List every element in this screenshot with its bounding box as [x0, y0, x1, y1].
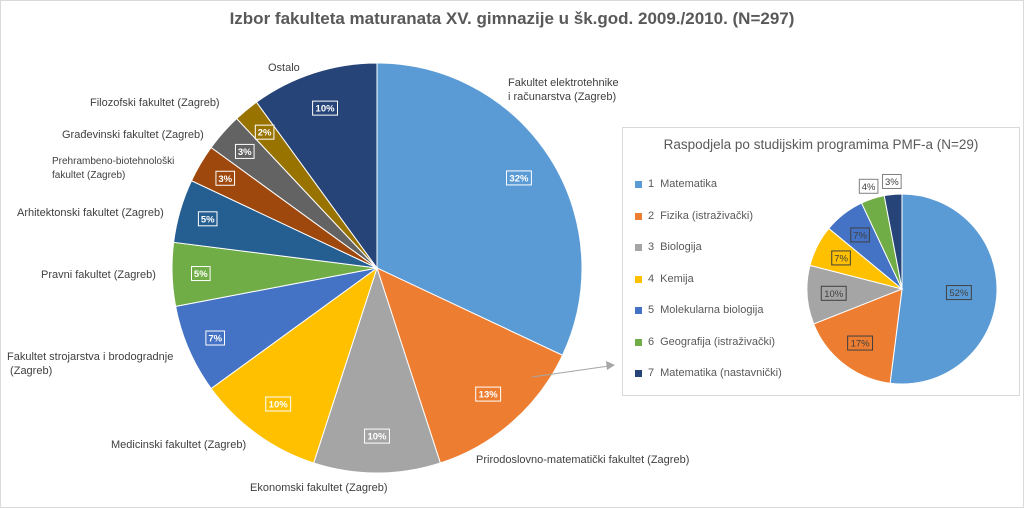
inset-slice-value-label: 52%	[949, 288, 969, 299]
legend-swatch	[635, 181, 642, 188]
main-pie-slice	[376, 62, 583, 356]
inset-chart-panel: Raspodjela po studijskim programima PMF-…	[622, 127, 1020, 396]
main-slice-value-label-box	[312, 100, 339, 116]
main-slice-value-label-box	[475, 386, 502, 402]
main-slice-value-label: 3%	[218, 174, 232, 185]
inset-pie-chart: 52% 17% 10% 7% 7% 4% 3%	[806, 173, 998, 385]
main-slice-value-label-box	[197, 211, 218, 227]
main-slice-value-label: 2%	[258, 128, 272, 139]
main-slice-category-label: Prehrambeno-biotehnološki fakultet (Zagre…	[52, 156, 174, 181]
legend-item: 4 Kemija	[635, 273, 782, 305]
main-slice-category-label: Ekonomski fakultet (Zagreb)	[250, 482, 388, 494]
legend-item: 2 Fizika (istraživački)	[635, 210, 782, 242]
inset-slice-value-label-box	[820, 285, 847, 301]
main-slice-value-label-box	[265, 396, 292, 412]
legend-index: 5	[648, 304, 655, 316]
main-slice-value-label: 13%	[479, 390, 499, 401]
legend-label: Molekularna biologija	[660, 304, 764, 316]
main-slice-category-label: Medicinski fakultet (Zagreb)	[111, 439, 246, 451]
legend-swatch	[635, 212, 642, 220]
legend-swatch	[635, 307, 642, 314]
legend-swatch	[635, 338, 642, 346]
legend-label: Biologija	[660, 241, 702, 253]
inset-pie-slice	[883, 193, 903, 290]
main-slice-value-label: 10%	[269, 399, 289, 410]
inset-slice-value-label: 4%	[862, 182, 876, 193]
main-pie-slice	[255, 62, 378, 270]
main-slice-category-label: Građevinski fakultet (Zagreb)	[62, 129, 204, 141]
main-slice-value-label: 3%	[238, 147, 252, 158]
main-pie-slice	[210, 266, 378, 464]
legend-item: 6 Geografija (istraživački)	[635, 336, 782, 368]
inset-slice-value-label-box	[882, 173, 902, 189]
main-slice-category-label: Fakultet strojarstva i brodogradnje (Zag…	[7, 351, 173, 377]
main-slice-value-label: 5%	[201, 214, 215, 225]
legend-label: Geografija (istraživački)	[660, 335, 776, 348]
legend-index: 2	[648, 209, 655, 222]
legend-index: 4	[648, 272, 655, 285]
legend-index: 7	[648, 367, 655, 379]
main-slice-category-label: Fakultet elektrotehnike i računarstva (Za…	[508, 77, 619, 103]
main-pie-slice	[313, 266, 441, 474]
legend-item: 7 Matematika (nastavnički)	[635, 367, 782, 399]
main-slice-category-label: Pravni fakultet (Zagreb)	[41, 269, 156, 281]
inset-slice-value-label: 7%	[834, 253, 848, 264]
legend-label: Matematika (nastavnički)	[660, 367, 782, 379]
main-slice-value-label-box	[190, 266, 211, 282]
legend-label: Kemija	[660, 272, 694, 285]
inset-slice-value-label: 17%	[851, 339, 871, 350]
legend-index: 6	[648, 335, 655, 348]
inset-slice-value-label-box	[831, 250, 851, 266]
inset-slice-value-label: 7%	[853, 230, 867, 241]
inset-slice-value-label-box	[850, 227, 870, 243]
main-slice-value-label-box	[364, 428, 390, 444]
main-slice-value-label: 7%	[208, 334, 222, 345]
legend-label: Fizika (istraživački)	[660, 209, 754, 222]
main-slice-category-label: Arhitektonski fakultet (Zagreb)	[17, 207, 164, 219]
inset-slice-value-label: 3%	[885, 177, 899, 188]
main-slice-value-label-box	[505, 170, 532, 186]
inset-slice-value-label-box	[858, 178, 879, 194]
main-chart-title: Izbor fakulteta maturanata XV. gimnazije…	[229, 9, 795, 28]
inset-slice-value-label: 10%	[824, 289, 844, 300]
inset-legend: 1 Matematika 2 Fizika (istraživački) 3 Biolog…	[635, 178, 782, 399]
main-slice-category-label: Filozofski fakultet (Zagreb)	[90, 97, 220, 109]
main-slice-value-label-box	[254, 124, 275, 140]
inset-slice-value-label-box	[945, 285, 972, 301]
inset-chart-title: Raspodjela po studijskim programima PMF-…	[663, 137, 979, 152]
main-slice-value-label: 5%	[194, 269, 208, 280]
main-slice-value-label-box	[234, 143, 255, 159]
inset-slice-value-label-box	[847, 335, 874, 351]
main-slice-value-label-box	[205, 330, 225, 346]
legend-swatch	[635, 244, 642, 251]
legend-swatch	[635, 370, 642, 377]
legend-label: Matematika	[660, 178, 717, 190]
legend-item: 1 Matematika	[635, 178, 782, 210]
legend-item: 3 Biologija	[635, 241, 782, 273]
main-slice-category-label: Ostalo	[268, 62, 300, 74]
main-slice-value-label: 10%	[316, 104, 336, 115]
main-slice-value-label: 10%	[367, 432, 387, 443]
legend-index: 1	[648, 178, 655, 190]
main-slice-category-label: Prirodoslovno-matematički fakultet (Zagr…	[476, 454, 689, 466]
legend-index: 3	[648, 241, 655, 253]
main-slice-value-label-box	[215, 170, 236, 186]
main-slice-value-label: 32%	[509, 173, 529, 184]
legend-swatch	[635, 275, 642, 283]
inset-pie-slice	[889, 193, 998, 385]
legend-item: 5 Molekularna biologija	[635, 304, 782, 336]
